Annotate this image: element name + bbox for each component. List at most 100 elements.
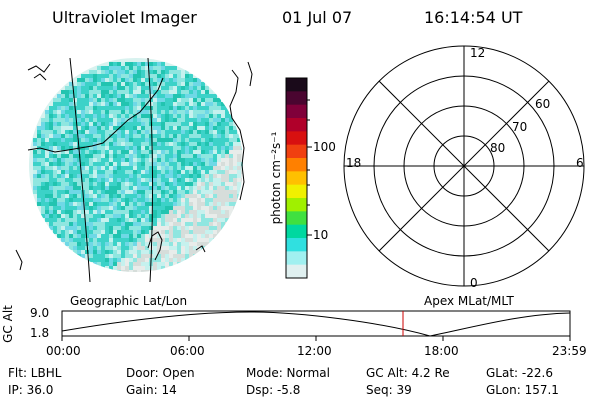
- imager-pixel: [37, 170, 41, 174]
- imager-pixel: [229, 194, 233, 198]
- imager-pixel: [81, 110, 85, 114]
- imager-pixel: [69, 162, 73, 166]
- imager-pixel: [125, 98, 129, 102]
- imager-pixel: [133, 86, 137, 90]
- imager-pixel: [37, 202, 41, 206]
- imager-pixel: [189, 178, 193, 182]
- imager-pixel: [225, 202, 229, 206]
- imager-pixel: [141, 242, 145, 246]
- imager-pixel: [105, 210, 109, 214]
- imager-pixel: [157, 226, 161, 230]
- imager-pixel: [153, 130, 157, 134]
- imager-pixel: [45, 142, 49, 146]
- imager-pixel: [61, 194, 65, 198]
- imager-pixel: [161, 70, 165, 74]
- imager-pixel: [137, 210, 141, 214]
- imager-pixel: [85, 218, 89, 222]
- imager-pixel: [65, 86, 69, 90]
- imager-pixel: [241, 150, 243, 154]
- imager-pixel: [65, 142, 69, 146]
- imager-pixel: [153, 202, 157, 206]
- imager-pixel: [113, 74, 117, 78]
- imager-pixel: [237, 154, 241, 158]
- imager-pixel: [149, 198, 153, 202]
- imager-pixel: [185, 154, 189, 158]
- imager-pixel: [129, 238, 133, 242]
- imager-pixel: [129, 234, 133, 238]
- date-label: 01 Jul 07: [282, 8, 353, 27]
- imager-pixel: [97, 230, 101, 234]
- imager-pixel: [45, 130, 49, 134]
- imager-pixel: [141, 130, 145, 134]
- imager-pixel: [229, 150, 233, 154]
- imager-pixel: [153, 62, 157, 66]
- imager-pixel: [137, 130, 141, 134]
- imager-pixel: [41, 126, 45, 130]
- imager-pixel: [145, 174, 149, 178]
- imager-pixel: [69, 218, 73, 222]
- imager-pixel: [233, 178, 237, 182]
- imager-pixel: [189, 138, 193, 142]
- imager-pixel: [101, 78, 105, 82]
- imager-pixel: [57, 218, 61, 222]
- imager-pixel: [49, 206, 53, 210]
- imager-pixel: [85, 110, 89, 114]
- imager-pixel: [225, 126, 229, 130]
- imager-pixel: [229, 118, 233, 122]
- imager-pixel: [137, 102, 141, 106]
- imager-pixel: [137, 74, 141, 78]
- imager-pixel: [89, 150, 93, 154]
- imager-pixel: [153, 174, 157, 178]
- imager-pixel: [173, 70, 177, 74]
- imager-pixel: [225, 214, 229, 218]
- imager-pixel: [145, 238, 149, 242]
- imager-pixel: [73, 222, 77, 226]
- imager-pixel: [129, 266, 133, 270]
- imager-pixel: [61, 150, 65, 154]
- y-tick-9: 9.0: [30, 306, 50, 320]
- imager-pixel: [133, 134, 137, 138]
- imager-pixel: [233, 134, 237, 138]
- imager-pixel: [145, 106, 149, 110]
- imager-pixel: [53, 134, 57, 138]
- imager-pixel: [165, 162, 169, 166]
- imager-pixel: [217, 126, 221, 130]
- imager-pixel: [57, 234, 61, 238]
- imager-pixel: [201, 82, 205, 86]
- imager-pixel: [181, 110, 185, 114]
- imager-pixel: [101, 154, 105, 158]
- imager-pixel: [73, 250, 77, 254]
- imager-pixel: [37, 158, 41, 162]
- imager-pixel: [61, 114, 65, 118]
- imager-pixel: [77, 174, 81, 178]
- imager-pixel: [73, 134, 77, 138]
- imager-pixel: [97, 258, 101, 262]
- imager-pixel: [181, 178, 185, 182]
- imager-pixel: [209, 122, 213, 126]
- imager-pixel: [89, 106, 93, 110]
- imager-pixel: [125, 186, 129, 190]
- imager-pixel: [165, 150, 169, 154]
- imager-pixel: [125, 134, 129, 138]
- imager-pixel: [117, 174, 121, 178]
- imager-pixel: [225, 190, 229, 194]
- imager-pixel: [101, 82, 105, 86]
- imager-pixel: [161, 210, 165, 214]
- imager-pixel: [185, 202, 189, 206]
- imager-pixel: [41, 190, 45, 194]
- imager-pixel: [97, 246, 101, 250]
- imager-pixel: [121, 78, 125, 82]
- imager-pixel: [145, 210, 149, 214]
- imager-pixel: [81, 238, 85, 242]
- imager-pixel: [173, 194, 177, 198]
- imager-pixel: [193, 98, 197, 102]
- imager-pixel: [113, 174, 117, 178]
- imager-pixel: [57, 170, 61, 174]
- imager-pixel: [229, 174, 233, 178]
- imager-pixel: [109, 262, 113, 266]
- imager-pixel: [141, 138, 145, 142]
- imager-pixel: [185, 78, 189, 82]
- imager-pixel: [157, 186, 161, 190]
- imager-pixel: [81, 90, 85, 94]
- imager-pixel: [93, 202, 97, 206]
